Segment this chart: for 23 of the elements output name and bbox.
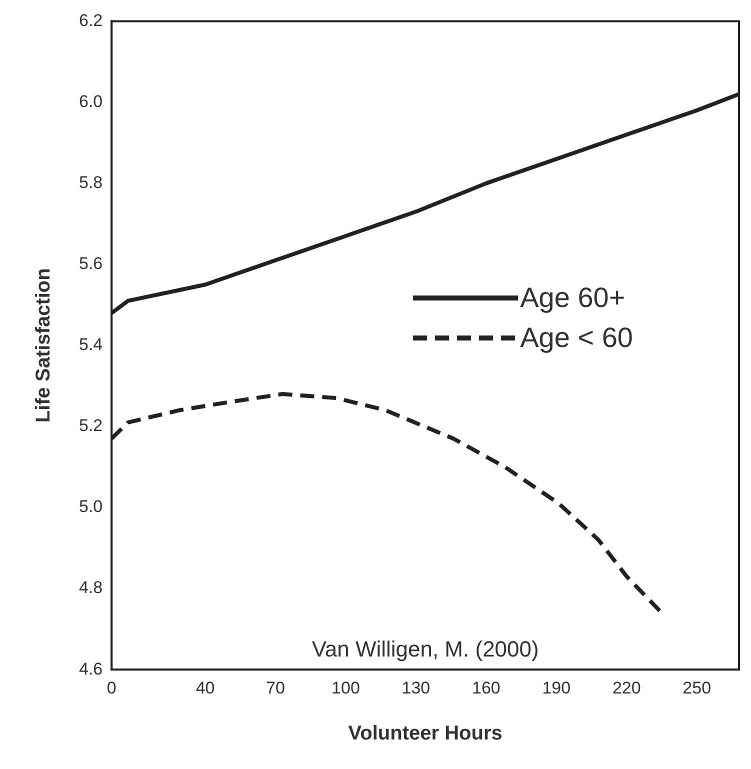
y-tick-label: 5.2 [78, 416, 103, 436]
y-tick-label: 6.2 [78, 10, 103, 30]
y-tick-label: 5.0 [78, 497, 103, 516]
legend-label: Age < 60 [520, 322, 633, 354]
x-tick-label: 160 [472, 678, 500, 698]
annotation: Van Willigen, M. (2000) [312, 636, 539, 662]
x-tick-label: 190 [542, 678, 571, 698]
y-tick-label: 5.4 [78, 335, 103, 354]
x-tick-label: 70 [266, 678, 285, 698]
x-tick-label: 220 [612, 678, 641, 698]
x-tick-label: 100 [332, 678, 360, 698]
y-tick-label: 4.6 [78, 659, 103, 678]
y-axis-title: Life Satisfaction [32, 268, 55, 423]
y-tick-label: 6.0 [78, 92, 103, 111]
x-axis-title: Volunteer Hours [348, 722, 502, 745]
y-tick-label: 4.8 [78, 578, 103, 598]
x-tick-label: 250 [682, 678, 712, 698]
x-tick-label: 40 [196, 678, 215, 698]
x-tick-label: 0 [106, 678, 116, 698]
y-tick-label: 5.8 [78, 172, 103, 192]
y-tick-label: 5.6 [78, 254, 103, 274]
legend-label: Age 60+ [520, 282, 626, 314]
x-tick-label: 130 [402, 678, 430, 698]
